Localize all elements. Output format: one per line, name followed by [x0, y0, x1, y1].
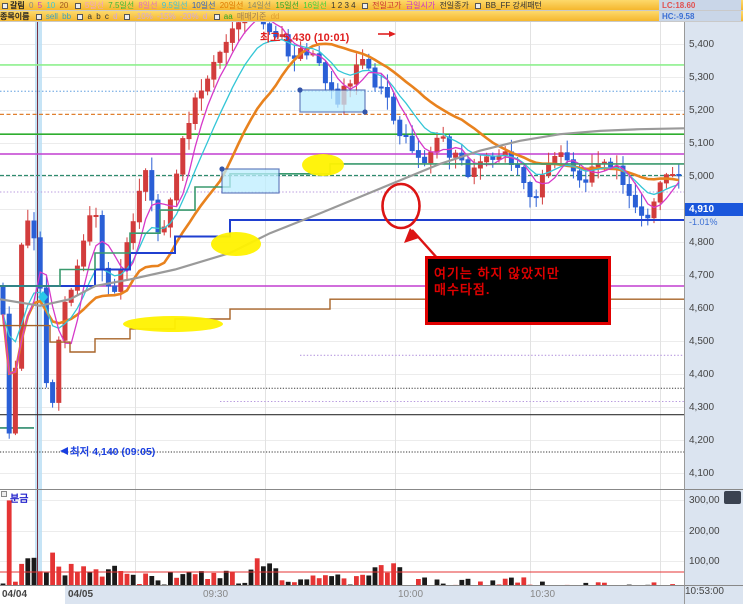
- svg-text:최고 5,430 (10:01): 최고 5,430 (10:01): [260, 30, 350, 44]
- svg-text:최저 4,140 (09:05): 최저 4,140 (09:05): [70, 445, 155, 458]
